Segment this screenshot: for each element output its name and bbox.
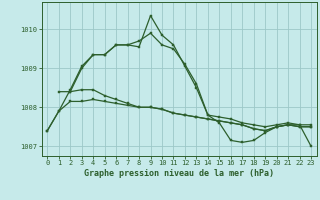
X-axis label: Graphe pression niveau de la mer (hPa): Graphe pression niveau de la mer (hPa) bbox=[84, 169, 274, 178]
